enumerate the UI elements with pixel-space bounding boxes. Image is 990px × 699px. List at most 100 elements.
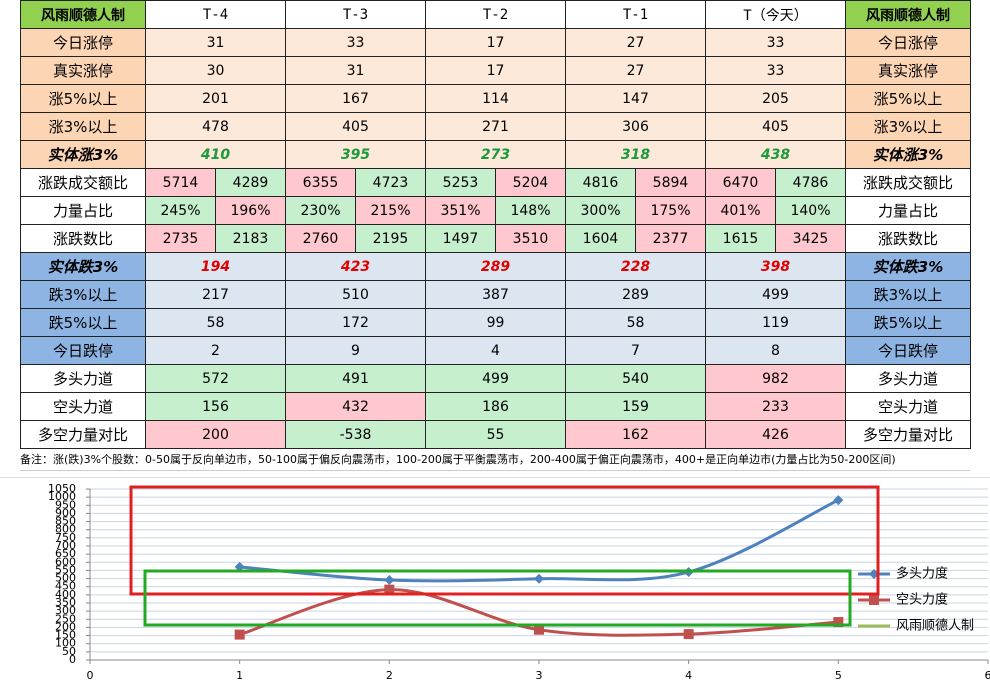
table-body: 风雨顺德人制 T-4 T-3 T-2 T-1 T（今天） 风雨顺德人制 今日涨停 31 33 17 2…	[20, 0, 971, 449]
cell: 真实涨停	[20, 56, 146, 85]
cell: 395	[285, 140, 426, 169]
cell: 涨3%以上	[845, 112, 971, 141]
cell: 27	[565, 28, 706, 57]
cell: 实体涨3%	[20, 140, 146, 169]
cell: 245%	[145, 196, 216, 225]
cell: 405	[705, 112, 846, 141]
cell: 2735	[145, 224, 216, 253]
highlight-box	[129, 485, 880, 596]
cell: 实体涨3%	[845, 140, 971, 169]
y-tick-label: 650	[55, 547, 76, 560]
sheet-table: 风雨顺德人制 T-4 T-3 T-2 T-1 T（今天） 风雨顺德人制 今日涨停 31 33 17 2…	[20, 0, 971, 449]
x-tick-label: 6	[985, 669, 990, 682]
cell: 410	[145, 140, 286, 169]
row: 实体涨3% 410 395 273 318 438 实体涨3%	[20, 140, 971, 169]
cell: 3510	[495, 224, 566, 253]
cell: 159	[565, 392, 706, 421]
cell: 162	[565, 420, 706, 449]
cell: 387	[425, 280, 566, 309]
series-line	[239, 498, 839, 583]
cell: 跌3%以上	[845, 280, 971, 309]
cell: 涨5%以上	[845, 84, 971, 113]
cell: 423	[285, 252, 426, 281]
highlight-box	[143, 569, 852, 627]
cell: 多头力道	[20, 364, 146, 393]
cell: 今日跌停	[845, 336, 971, 365]
cell: 多头力道	[845, 364, 971, 393]
cell: 499	[425, 364, 566, 393]
cell: 186	[425, 392, 566, 421]
cell: 实体跌3%	[20, 252, 146, 281]
x-tick-label: 2	[386, 669, 393, 682]
cell: 今日涨停	[845, 28, 971, 57]
row: 空头力道 156 432 186 159 233 空头力道	[20, 392, 971, 421]
cell: 398	[705, 252, 846, 281]
cell: 跌3%以上	[20, 280, 146, 309]
cell: 2195	[355, 224, 426, 253]
cell: 205	[705, 84, 846, 113]
cell: T-2	[425, 0, 566, 29]
cell: 5204	[495, 168, 566, 197]
cell: 167	[285, 84, 426, 113]
cell: 148%	[495, 196, 566, 225]
row: 实体跌3% 194 423 289 228 398 实体跌3%	[20, 252, 971, 281]
cell: 真实涨停	[845, 56, 971, 85]
cell: 多空力量对比	[845, 420, 971, 449]
cell: 今日涨停	[20, 28, 146, 57]
cell: 572	[145, 364, 286, 393]
cell: 55	[425, 420, 566, 449]
cell: 33	[705, 56, 846, 85]
cell: 273	[425, 140, 566, 169]
cell: 33	[705, 28, 846, 57]
cell: T-4	[145, 0, 286, 29]
y-tick-label: 350	[55, 596, 76, 609]
cell: 涨5%以上	[20, 84, 146, 113]
cell: 194	[145, 252, 286, 281]
cell: 实体跌3%	[845, 252, 971, 281]
row: 涨3%以上 478 405 271 306 405 涨3%以上	[20, 112, 971, 141]
row: 力量占比 245% 196% 230% 215% 351% 148% 300% 175% 401%…	[20, 196, 971, 225]
cell: 156	[145, 392, 286, 421]
legend-label: 多头力度	[896, 566, 948, 582]
cell: 982	[705, 364, 846, 393]
x-tick-label: 0	[87, 669, 94, 682]
point	[534, 624, 544, 635]
y-tick-label: 600	[55, 555, 76, 568]
row: 今日跌停 2 9 4 7 8 今日跌停	[20, 336, 971, 365]
cell: 4	[425, 336, 566, 365]
cell: 119	[705, 308, 846, 337]
note: 备注：涨(跌)3%个股数：0-50属于反向单边市，50-100属于偏反向震荡市，…	[20, 449, 970, 471]
y-tick-label: 950	[55, 498, 76, 511]
cell: 499	[705, 280, 846, 309]
cell: 432	[285, 392, 426, 421]
row: 涨跌数比 2735 2183 2760 2195 1497 3510 1604 2377 1615…	[20, 224, 971, 253]
cell: 跌5%以上	[20, 308, 146, 337]
y-tick-label: 200	[55, 620, 76, 633]
chart: 0501001502002503003504004505005506006507…	[0, 477, 990, 682]
cell: 99	[425, 308, 566, 337]
cell: 201	[145, 84, 286, 113]
point	[384, 575, 395, 586]
y-tick-label: 1050	[48, 482, 76, 495]
y-tick-label: 300	[55, 604, 76, 617]
cell: 426	[705, 420, 846, 449]
cell: 318	[565, 140, 706, 169]
cell: 228	[565, 252, 706, 281]
cell: -538	[285, 420, 426, 449]
cell: 233	[705, 392, 846, 421]
cell: 6470	[705, 168, 776, 197]
cell: 172	[285, 308, 426, 337]
row: 跌3%以上 217 510 387 289 499 跌3%以上	[20, 280, 971, 309]
cell: 438	[705, 140, 846, 169]
point	[234, 629, 245, 640]
y-tick-label: 250	[55, 612, 76, 625]
cell: 58	[145, 308, 286, 337]
cell: 2760	[285, 224, 356, 253]
cell: 351%	[425, 196, 496, 225]
row: 跌5%以上 58 172 99 58 119 跌5%以上	[20, 308, 971, 337]
cell: 405	[285, 112, 426, 141]
row: 多空力量对比 200 -538 55 162 426 多空力量对比	[20, 420, 971, 449]
y-tick-label: 1000	[48, 490, 76, 503]
cell: 27	[565, 56, 706, 85]
